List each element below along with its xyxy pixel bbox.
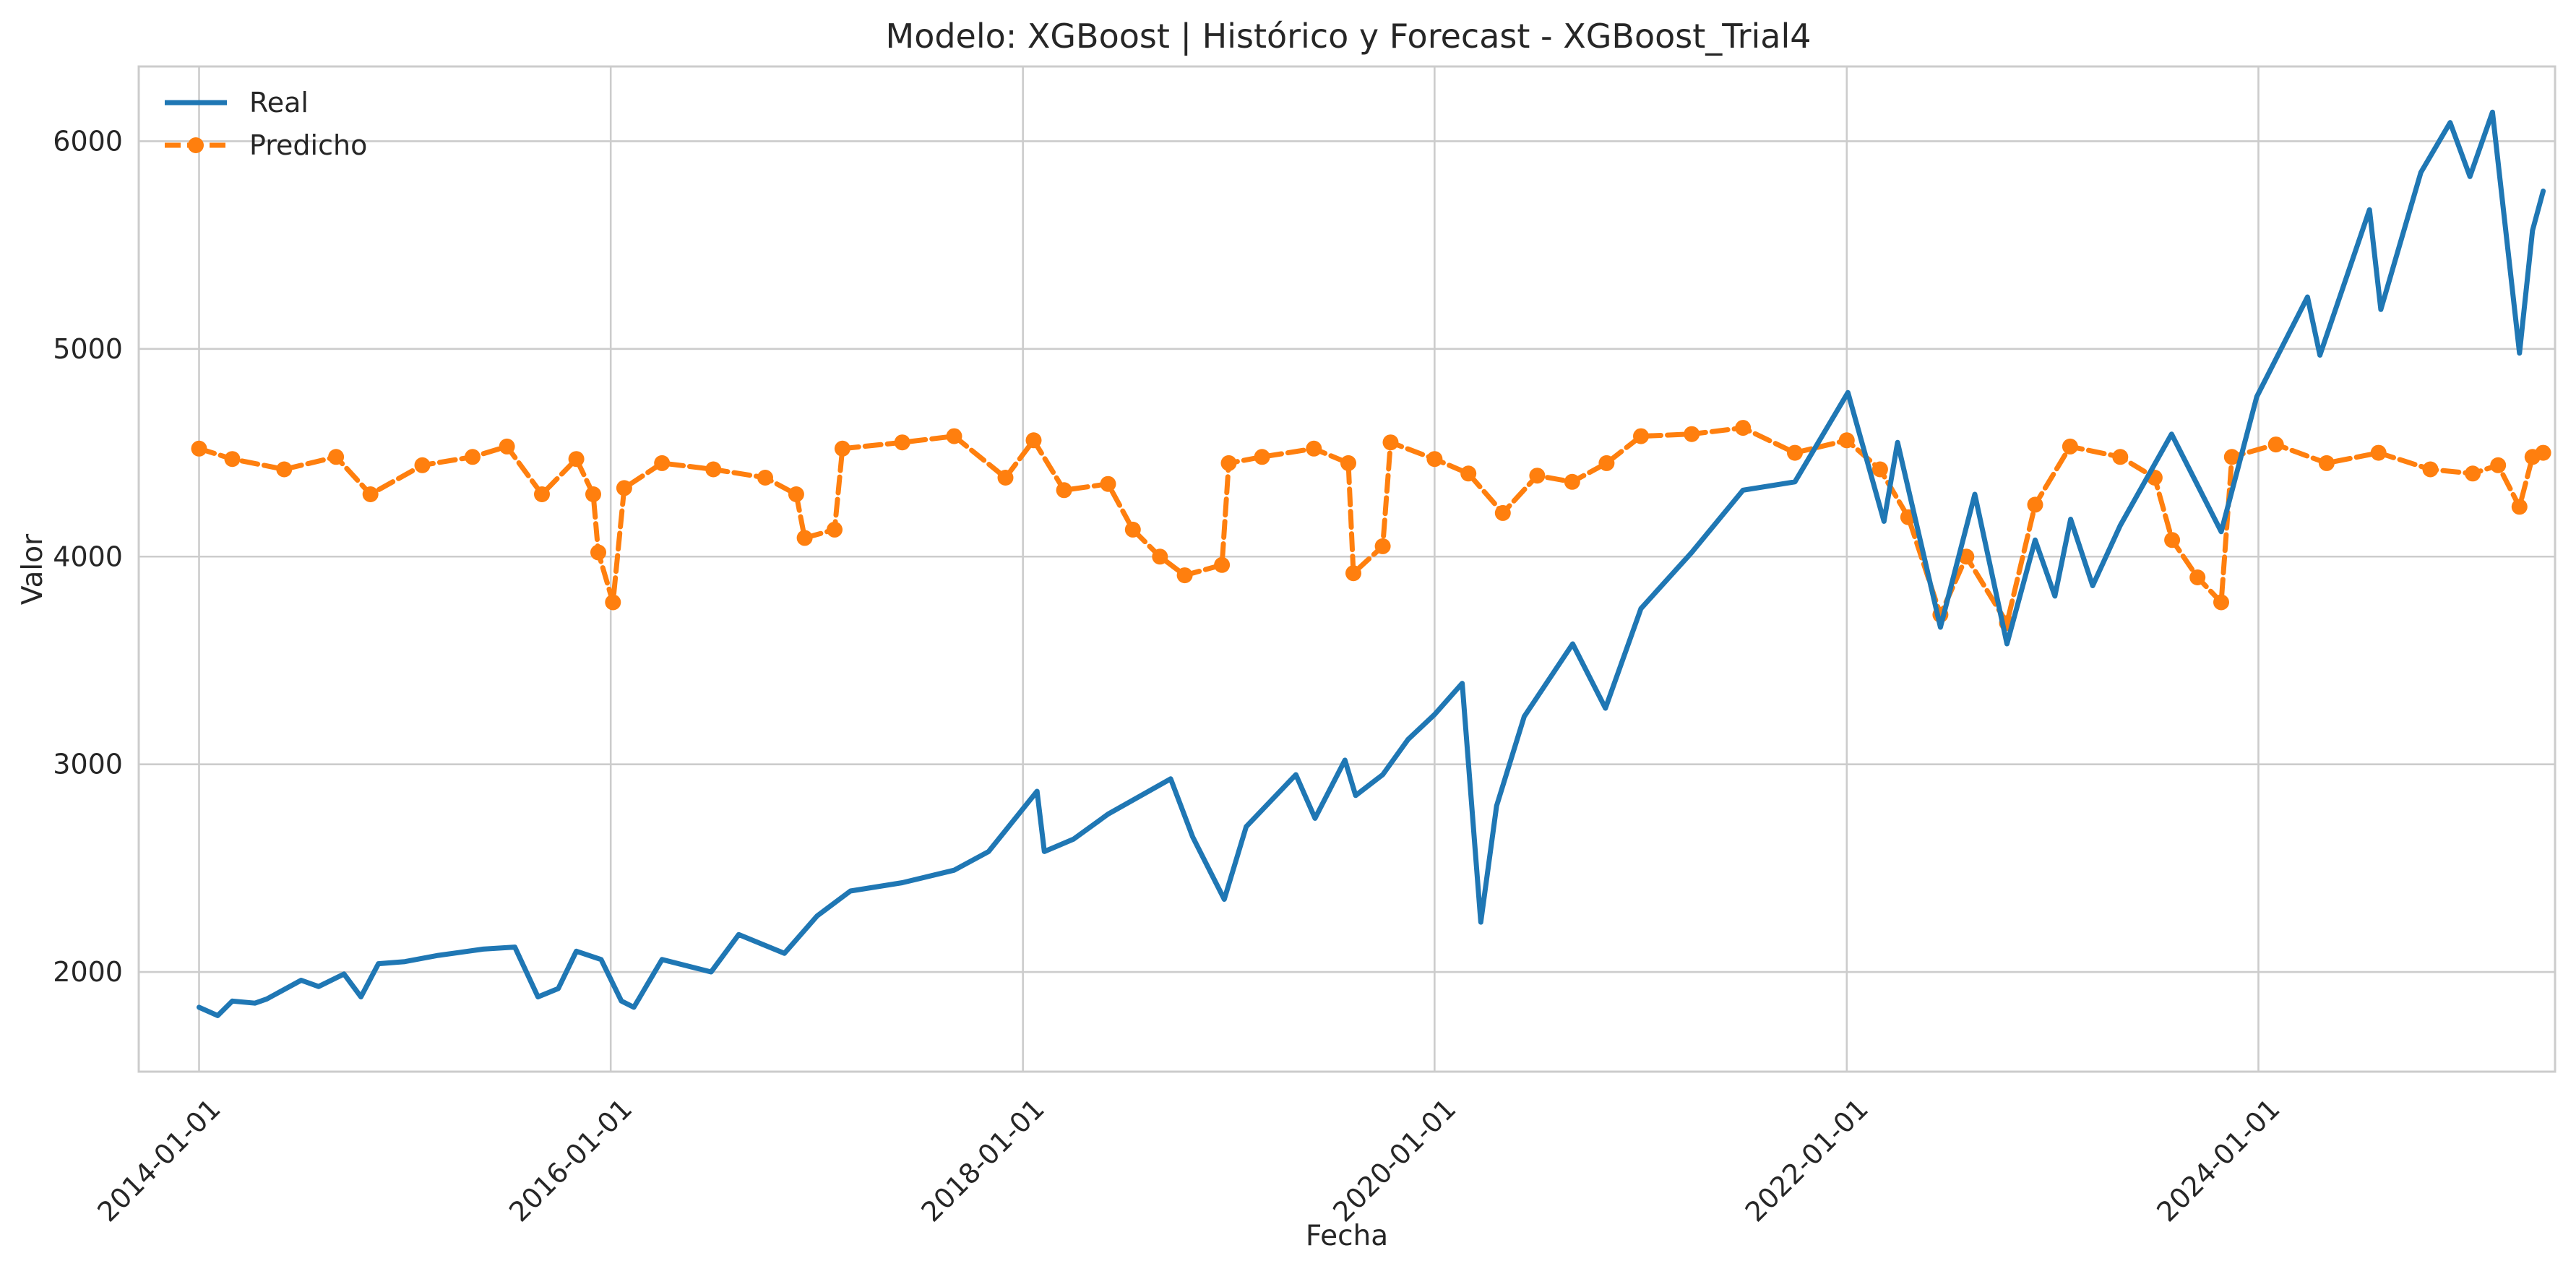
x-axis-label: Fecha bbox=[1306, 1220, 1388, 1252]
series-predicho-point-34 bbox=[1340, 455, 1356, 471]
series-predicho-point-14 bbox=[654, 455, 671, 471]
series-predicho-point-39 bbox=[1460, 465, 1477, 482]
y-tick-label-0: 2000 bbox=[53, 956, 123, 988]
series-predicho-point-56 bbox=[2112, 449, 2129, 465]
series-predicho-point-66 bbox=[2465, 465, 2481, 482]
series-predicho-point-15 bbox=[705, 461, 722, 478]
series-predicho-point-45 bbox=[1684, 426, 1700, 442]
series-predicho-point-40 bbox=[1494, 504, 1511, 521]
series-predicho-point-1 bbox=[224, 451, 241, 468]
series-predicho-point-11 bbox=[590, 544, 606, 561]
legend-real-label: Real bbox=[249, 87, 309, 119]
series-predicho-point-55 bbox=[2062, 438, 2078, 455]
series-real bbox=[197, 109, 2546, 1018]
series-predicho-point-18 bbox=[796, 530, 813, 546]
legend-predicho-marker bbox=[188, 137, 204, 153]
series-predicho-point-26 bbox=[1100, 475, 1116, 492]
series-predicho-point-12 bbox=[605, 594, 621, 611]
series-predicho-point-3 bbox=[328, 449, 345, 465]
series-predicho-point-43 bbox=[1598, 455, 1615, 471]
series-predicho-point-25 bbox=[1056, 482, 1072, 499]
series-predicho-point-37 bbox=[1382, 434, 1399, 451]
series-predicho-point-19 bbox=[827, 521, 843, 538]
y-axis-label: Valor bbox=[17, 533, 49, 605]
plot-frame bbox=[137, 65, 2556, 1073]
series-predicho-point-16 bbox=[757, 470, 773, 486]
legend: Real Predicho bbox=[165, 87, 367, 161]
series-predicho-point-20 bbox=[834, 440, 850, 457]
series-predicho-point-29 bbox=[1176, 567, 1193, 584]
series-predicho-point-10 bbox=[585, 486, 601, 502]
chart-title: Modelo: XGBoost | Histórico y Forecast -… bbox=[886, 17, 1812, 56]
y-tick-label-2: 4000 bbox=[53, 541, 123, 572]
series-predicho-point-22 bbox=[946, 428, 962, 444]
series-predicho-point-65 bbox=[2422, 461, 2439, 478]
series-predicho-point-27 bbox=[1124, 521, 1141, 538]
series-predicho-point-67 bbox=[2490, 457, 2507, 473]
series-predicho-point-24 bbox=[1025, 432, 1042, 449]
series-predicho-point-0 bbox=[191, 440, 207, 457]
series-predicho bbox=[191, 420, 2551, 632]
series-predicho-point-9 bbox=[568, 451, 585, 468]
series-predicho-point-30 bbox=[1214, 556, 1231, 573]
series-predicho-point-23 bbox=[997, 470, 1014, 486]
series-predicho-point-46 bbox=[1735, 420, 1752, 436]
legend-predicho-label: Predicho bbox=[249, 129, 367, 161]
series-predicho-point-62 bbox=[2267, 436, 2284, 453]
series-predicho-point-47 bbox=[1787, 444, 1803, 461]
series-predicho-point-60 bbox=[2213, 594, 2229, 611]
series-predicho-point-48 bbox=[1838, 432, 1855, 449]
series-predicho-point-6 bbox=[465, 449, 481, 465]
series-predicho-point-8 bbox=[534, 486, 550, 502]
series-predicho-point-61 bbox=[2223, 449, 2240, 465]
series-predicho-point-42 bbox=[1564, 473, 1580, 490]
series-predicho-point-35 bbox=[1345, 565, 1361, 582]
series-predicho-point-5 bbox=[414, 457, 431, 473]
series-predicho-point-38 bbox=[1426, 451, 1443, 468]
gridlines bbox=[139, 66, 2555, 1072]
series-predicho-point-68 bbox=[2511, 499, 2528, 515]
series-predicho-point-64 bbox=[2370, 444, 2387, 461]
series-predicho-point-44 bbox=[1633, 428, 1649, 444]
series-predicho-point-33 bbox=[1306, 440, 1322, 457]
series-layer bbox=[191, 109, 2551, 1018]
series-predicho-point-7 bbox=[499, 438, 515, 455]
series-predicho-point-21 bbox=[894, 434, 910, 451]
series-predicho-point-32 bbox=[1254, 449, 1270, 465]
series-real-line bbox=[197, 109, 2546, 1018]
y-tick-label-1: 3000 bbox=[53, 749, 123, 780]
series-predicho-point-58 bbox=[2164, 532, 2181, 548]
series-predicho-point-49 bbox=[1871, 461, 1888, 478]
series-predicho-point-2 bbox=[276, 461, 293, 478]
series-predicho-point-36 bbox=[1374, 538, 1391, 554]
series-predicho-point-59 bbox=[2189, 569, 2206, 585]
series-predicho-point-41 bbox=[1529, 468, 1546, 484]
series-predicho-point-31 bbox=[1220, 455, 1237, 471]
series-predicho-point-17 bbox=[788, 486, 804, 502]
series-predicho-point-70 bbox=[2535, 444, 2551, 461]
series-predicho-point-13 bbox=[616, 480, 632, 496]
y-tick-label-4: 6000 bbox=[53, 125, 123, 157]
series-predicho-point-28 bbox=[1152, 548, 1168, 565]
series-predicho-point-63 bbox=[2318, 455, 2335, 471]
y-tick-label-3: 5000 bbox=[53, 333, 123, 365]
series-predicho-point-52 bbox=[1958, 548, 1975, 565]
series-predicho-point-4 bbox=[362, 486, 379, 502]
series-predicho-point-54 bbox=[2027, 496, 2043, 513]
